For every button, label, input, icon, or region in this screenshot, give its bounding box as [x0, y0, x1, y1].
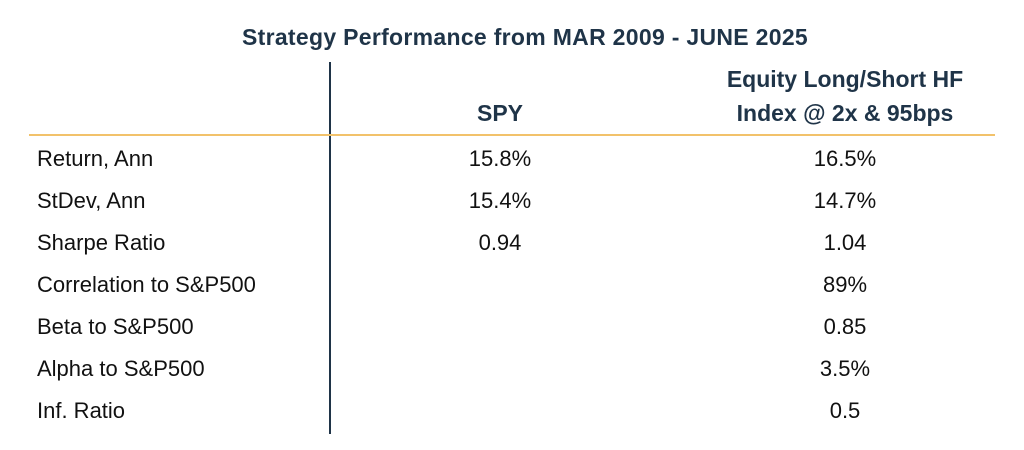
column-header-spy: SPY: [476, 100, 524, 126]
cell-equity-long-short-hf: 0.5: [829, 398, 861, 423]
vertical-divider: [329, 62, 331, 434]
cell-spy: 15.4%: [468, 188, 532, 213]
table-row: StDev, Ann 15.4% 14.7%: [0, 180, 1024, 222]
table-row: Beta to S&P500 0.85: [0, 306, 1024, 348]
row-label: Correlation to S&P500: [37, 272, 256, 297]
row-label: Sharpe Ratio: [37, 230, 166, 255]
table-row: Return, Ann 15.8% 16.5%: [0, 138, 1024, 180]
cell-equity-long-short-hf: 0.85: [823, 314, 867, 339]
table-row: Inf. Ratio 0.5: [0, 390, 1024, 432]
cell-equity-long-short-hf: 89%: [822, 272, 868, 297]
cell-equity-long-short-hf: 3.5%: [819, 356, 871, 381]
table-title: Strategy Performance from MAR 2009 - JUN…: [241, 24, 808, 50]
column-header-hf-line-1: Equity Long/Short HF: [726, 66, 964, 92]
column-header-hf-line-2: Index @ 2x & 95bps: [736, 100, 954, 126]
column-header-equity-long-short-hf: Equity Long/Short HF Index @ 2x & 95bps: [690, 62, 1000, 130]
row-label: Inf. Ratio: [37, 398, 126, 423]
row-label: Return, Ann: [37, 146, 154, 171]
cell-spy: 0.94: [478, 230, 522, 255]
row-label: StDev, Ann: [37, 188, 146, 213]
cell-equity-long-short-hf: 1.04: [823, 230, 867, 255]
table-row: Correlation to S&P500 89%: [0, 264, 1024, 306]
table-row: Alpha to S&P500 3.5%: [0, 348, 1024, 390]
row-label: Alpha to S&P500: [37, 356, 205, 381]
cell-equity-long-short-hf: 14.7%: [813, 188, 877, 213]
header-divider: [29, 134, 995, 136]
cell-spy: 15.8%: [468, 146, 532, 171]
row-label: Beta to S&P500: [37, 314, 194, 339]
cell-equity-long-short-hf: 16.5%: [813, 146, 877, 171]
table-row: Sharpe Ratio 0.94 1.04: [0, 222, 1024, 264]
